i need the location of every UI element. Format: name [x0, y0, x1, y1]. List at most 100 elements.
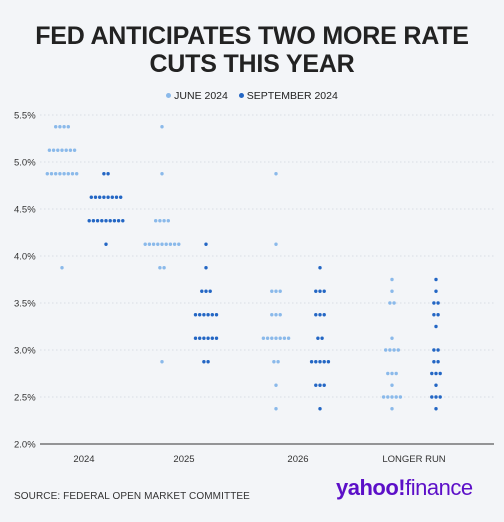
september-dot — [432, 360, 436, 364]
y-tick-label: 4.0% — [14, 252, 36, 263]
september-dot — [314, 313, 318, 317]
june-dot — [45, 172, 49, 176]
june-dot — [51, 148, 56, 152]
june-dot — [68, 148, 73, 152]
june-dot — [394, 395, 398, 399]
logo-yahoo: yahoo — [336, 475, 399, 500]
september-dot — [320, 336, 324, 340]
september-dot — [204, 289, 208, 293]
september-dot — [214, 313, 219, 317]
september-dot — [318, 289, 322, 293]
june-dot — [60, 148, 64, 152]
june-dot — [388, 348, 392, 352]
june-dot — [58, 172, 62, 176]
september-dot — [309, 360, 314, 364]
september-dot — [206, 313, 210, 317]
june-dot — [168, 242, 173, 246]
september-dot — [316, 336, 320, 340]
june-dot — [160, 125, 164, 129]
june-dot — [160, 172, 164, 176]
june-dot — [386, 371, 390, 376]
june-dot — [286, 336, 291, 340]
september-dot — [322, 313, 326, 317]
september-dot — [318, 313, 322, 317]
legend-label-june: JUNE 2024 — [174, 90, 228, 102]
june-dot — [390, 289, 394, 293]
september-dot — [318, 383, 322, 387]
june-dot — [390, 336, 394, 340]
september-dot — [100, 219, 104, 223]
june-dot — [151, 242, 156, 246]
legend-item-september: SEPTEMBER 2024 — [238, 90, 338, 102]
june-dot — [265, 336, 270, 340]
june-dot — [390, 277, 394, 282]
y-tick-label: 2.5% — [14, 393, 36, 404]
june-dot — [49, 172, 54, 176]
june-dot — [162, 219, 166, 223]
september-dot — [108, 219, 112, 223]
june-dot — [143, 242, 147, 246]
september-dot — [198, 336, 202, 340]
september-dot — [208, 289, 212, 293]
september-dot — [202, 360, 206, 364]
legend-label-september: SEPTEMBER 2024 — [246, 90, 338, 102]
september-dot — [206, 360, 210, 364]
september-dot — [206, 336, 210, 340]
september-dot — [322, 383, 326, 387]
september-dot — [87, 219, 91, 223]
september-dot — [119, 195, 123, 199]
september-dot — [434, 289, 438, 293]
legend: JUNE 2024 SEPTEMBER 2024 — [0, 90, 504, 102]
june-dot — [278, 313, 282, 317]
dot-plot-chart: 2.0% 2.5% 3.0% 3.5% 4.0% 4.5% 5.0% 5.5% 2024 2025… — [14, 111, 494, 465]
september-dot — [210, 336, 214, 340]
june-dot — [156, 242, 160, 246]
september-dot — [314, 360, 318, 364]
september-dot — [432, 313, 436, 317]
september-dot — [104, 242, 108, 246]
yahoo-finance-logo: yahoo!finance — [336, 475, 473, 501]
september-dot — [318, 360, 322, 364]
june-dot — [147, 242, 152, 246]
june-dot — [261, 336, 266, 340]
y-tick-label: 5.0% — [14, 158, 36, 169]
september-dot — [204, 266, 208, 270]
legend-dot-june — [166, 93, 172, 98]
june-dot — [47, 148, 52, 152]
june-dot — [172, 242, 177, 246]
june-dot — [282, 336, 287, 340]
logo-finance: finance — [405, 475, 473, 500]
title-line-1: FED ANTICIPATES TWO MORE RATE — [35, 22, 469, 50]
june-dot — [160, 242, 164, 246]
june-dot — [272, 360, 276, 364]
x-tick-label: 2024 — [73, 454, 94, 465]
source-note: SOURCE: FEDERAL OPEN MARKET COMMITTEE — [14, 491, 250, 502]
september-dot — [104, 219, 108, 223]
y-tick-label: 5.5% — [14, 111, 36, 122]
september-dot — [202, 336, 206, 340]
june-dot — [270, 336, 274, 340]
september-dot — [314, 383, 318, 387]
september-dot — [95, 219, 100, 223]
june-dot — [58, 125, 62, 129]
june-dot — [274, 289, 278, 293]
september-dot — [430, 395, 434, 399]
september-dot — [318, 407, 322, 411]
september-dot — [193, 313, 198, 317]
june-dot — [72, 148, 77, 152]
september-dot — [102, 172, 106, 176]
y-tick-label: 3.0% — [14, 346, 36, 357]
june-dot — [54, 125, 58, 129]
x-tick-label: 2025 — [173, 454, 194, 465]
september-dot — [322, 360, 326, 364]
june-dot — [392, 301, 396, 305]
june-dot — [162, 266, 166, 270]
september-dot — [204, 242, 208, 246]
september-dot — [210, 313, 214, 317]
june-dot — [56, 148, 60, 152]
june-dot — [392, 348, 396, 352]
june-dot — [274, 242, 278, 246]
september-dot — [106, 195, 110, 199]
september-dot — [91, 219, 96, 223]
september-dot — [112, 219, 117, 223]
